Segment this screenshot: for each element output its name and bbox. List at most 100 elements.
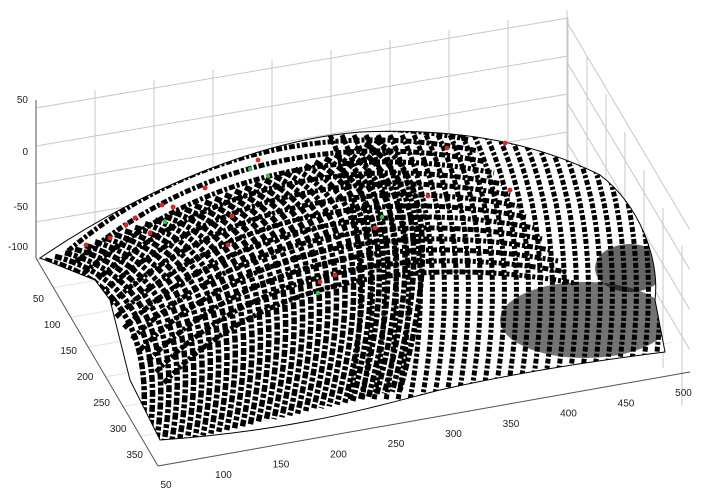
- ridge-line: [154, 258, 567, 374]
- marker-green: [379, 214, 385, 220]
- marker-red: [425, 193, 431, 199]
- x-tick-label: 300: [445, 429, 462, 440]
- ridge-line: [138, 236, 551, 352]
- ridge-line: [447, 133, 483, 401]
- ridge-line: [423, 133, 459, 401]
- ridge-line: [471, 133, 507, 401]
- ridge-line: [411, 133, 447, 401]
- ridge-line: [351, 133, 387, 401]
- ridge-line: [94, 239, 189, 441]
- z-tick-label: -100: [8, 242, 28, 253]
- ridge-line: [122, 214, 535, 330]
- marker-red: [507, 187, 513, 193]
- x-tick-label: 100: [215, 470, 232, 481]
- dense-patch: [595, 244, 665, 292]
- y-tick-label: 350: [126, 450, 143, 461]
- ridge-line: [387, 133, 423, 401]
- ridge-line: [375, 133, 411, 401]
- marker-green: [265, 173, 271, 179]
- ridge-line: [164, 213, 247, 429]
- ridge-line: [273, 173, 340, 409]
- ridge-line: [104, 235, 197, 440]
- marker-red: [147, 230, 153, 236]
- ridge-line: [243, 184, 314, 415]
- ridge-line: [459, 133, 495, 401]
- marker-red: [372, 225, 378, 231]
- ridge-line: [194, 202, 272, 424]
- ridge-line: [114, 231, 205, 438]
- y-tick-label: 50: [33, 294, 45, 305]
- marker-red: [132, 215, 138, 221]
- ridge-line: [507, 133, 543, 401]
- ridge-line: [283, 170, 348, 408]
- marker-red: [225, 242, 231, 248]
- z-tick-label: 0: [22, 147, 28, 158]
- marker-red: [255, 157, 261, 163]
- x-tick-label: 500: [675, 388, 692, 399]
- y-tick-label: 250: [93, 398, 110, 409]
- y-tick-label: 100: [44, 320, 61, 331]
- ridge-line: [144, 221, 230, 433]
- ridge-line: [519, 133, 555, 401]
- ridge-line: [531, 133, 567, 401]
- ridge-line: [543, 133, 579, 401]
- x-axis-line: [157, 371, 691, 467]
- ridge-line: [363, 133, 399, 401]
- ridge-line: [399, 133, 435, 401]
- ridge-line: [64, 250, 164, 441]
- grid-line: [35, 93, 569, 185]
- ridge-line: [162, 269, 575, 385]
- y-axis-line: [35, 257, 159, 467]
- x-tick-label: 250: [388, 439, 405, 450]
- ridge-line: [435, 133, 471, 401]
- ridge-line: [339, 133, 375, 401]
- y-tick-label: 150: [60, 346, 77, 357]
- ridge-line: [263, 177, 331, 411]
- marker-green: [247, 166, 253, 172]
- y-tick-label: 300: [110, 424, 127, 435]
- z-tick-label: -50: [14, 202, 29, 213]
- x-tick-label: 400: [560, 409, 577, 420]
- ridge-line: [114, 203, 527, 319]
- marker-red: [123, 222, 129, 228]
- x-tick-label: 200: [330, 449, 347, 460]
- marker-red: [83, 242, 89, 248]
- minutiae-markers: [83, 140, 513, 296]
- x-tick-label: 50: [160, 480, 172, 491]
- ridge-line: [90, 170, 503, 286]
- y-tick-label: 200: [77, 372, 94, 383]
- marker-green: [162, 219, 168, 225]
- grid-line: [567, 23, 691, 231]
- x-tick-label: 350: [503, 419, 520, 430]
- ridge-line: [124, 228, 214, 436]
- ridge-line: [174, 210, 255, 427]
- ridge-line: [213, 195, 289, 420]
- marker-red: [444, 145, 450, 151]
- grid-line: [35, 17, 569, 109]
- marker-red: [159, 202, 165, 208]
- ridge-line: [74, 246, 172, 441]
- axis-frame: [35, 100, 691, 467]
- marker-red: [170, 204, 176, 210]
- ridge-pattern: [44, 131, 665, 441]
- marker-red: [317, 279, 323, 285]
- x-tick-labels: 50 100 150 200 250 300 350 400 450 500: [160, 388, 692, 491]
- marker-red: [202, 185, 208, 191]
- x-tick-label: 150: [273, 460, 290, 471]
- z-tick-label: 50: [17, 95, 29, 106]
- ridge-line: [293, 166, 357, 406]
- grid-line: [567, 63, 691, 271]
- ridge-line: [555, 133, 591, 401]
- dense-patch: [500, 282, 665, 358]
- ridge-line: [54, 253, 156, 441]
- ridge-line: [98, 181, 511, 297]
- grid-line: [35, 55, 569, 147]
- marker-red: [332, 272, 338, 278]
- z-tick-labels: 50 0 -50 -100: [8, 95, 28, 253]
- ridge-line: [483, 133, 519, 401]
- marker-red: [107, 235, 113, 241]
- fingerprint-surface: [38, 130, 666, 441]
- ridge-line: [253, 181, 323, 413]
- marker-red: [229, 213, 235, 219]
